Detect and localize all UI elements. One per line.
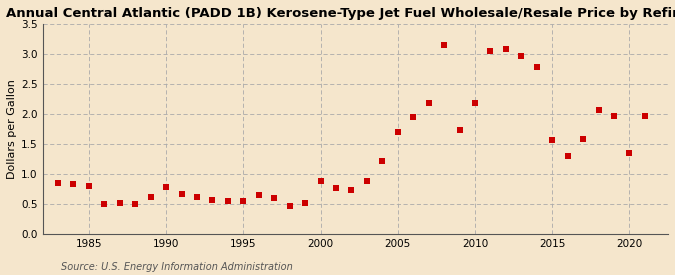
Point xyxy=(192,195,202,200)
Point xyxy=(547,138,558,142)
Point xyxy=(423,101,434,105)
Point xyxy=(362,179,373,183)
Point xyxy=(377,158,387,163)
Point xyxy=(176,191,187,196)
Point xyxy=(439,43,450,47)
Point xyxy=(500,47,511,51)
Point xyxy=(284,204,295,208)
Point xyxy=(53,181,63,185)
Point xyxy=(639,114,650,119)
Point xyxy=(68,182,79,186)
Point xyxy=(408,115,418,119)
Point xyxy=(516,54,526,58)
Point xyxy=(145,195,156,200)
Point xyxy=(161,185,171,189)
Point xyxy=(223,199,234,203)
Point xyxy=(392,130,403,134)
Point xyxy=(470,101,481,105)
Point xyxy=(269,196,279,200)
Point xyxy=(315,179,326,183)
Point xyxy=(300,200,310,205)
Point xyxy=(346,188,357,192)
Point xyxy=(531,65,542,69)
Point xyxy=(130,202,140,206)
Point xyxy=(238,199,249,203)
Text: Source: U.S. Energy Information Administration: Source: U.S. Energy Information Administ… xyxy=(61,262,292,272)
Title: Annual Central Atlantic (PADD 1B) Kerosene-Type Jet Fuel Wholesale/Resale Price : Annual Central Atlantic (PADD 1B) Kerose… xyxy=(6,7,675,20)
Point xyxy=(253,193,264,197)
Point xyxy=(99,202,110,206)
Point xyxy=(331,186,342,191)
Point xyxy=(593,108,604,112)
Point xyxy=(562,154,573,158)
Point xyxy=(485,49,496,53)
Point xyxy=(454,128,465,132)
Point xyxy=(115,200,126,205)
Point xyxy=(84,184,95,188)
Point xyxy=(578,136,589,141)
Point xyxy=(207,197,218,202)
Y-axis label: Dollars per Gallon: Dollars per Gallon xyxy=(7,79,17,179)
Point xyxy=(609,114,620,119)
Point xyxy=(624,151,635,155)
